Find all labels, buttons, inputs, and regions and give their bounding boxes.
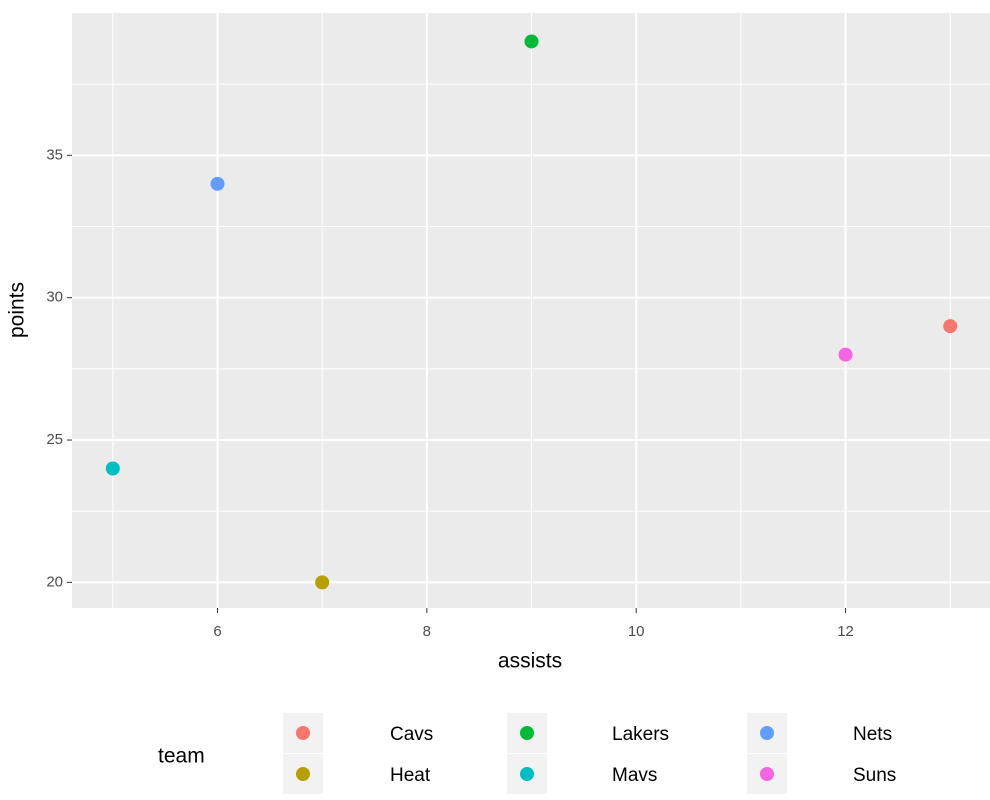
point (524, 34, 539, 49)
plot-panel (72, 13, 990, 608)
legend-label: Heat (390, 765, 431, 786)
legend-label: Mavs (612, 765, 657, 786)
point (315, 575, 330, 590)
y-tick-label: 25 (46, 431, 63, 448)
grid (72, 13, 990, 608)
point (210, 176, 225, 191)
x-tick-label: 8 (423, 623, 431, 640)
legend-marker (760, 767, 774, 781)
legend-marker (760, 726, 774, 740)
legend-marker (520, 726, 534, 740)
point (838, 347, 853, 362)
y-tick-label: 20 (46, 573, 63, 590)
x-tick-label: 10 (628, 623, 645, 640)
legend-label: Cavs (390, 724, 433, 745)
legend-marker (520, 767, 534, 781)
legend-label: Nets (853, 724, 892, 745)
legend-label: Suns (853, 765, 896, 786)
y-tick-label: 30 (46, 289, 63, 306)
point (943, 319, 958, 334)
legend-marker (296, 726, 310, 740)
legend-label: Lakers (612, 724, 669, 745)
x-tick-label: 6 (213, 623, 221, 640)
x-tick-label: 12 (837, 623, 854, 640)
y-axis-title: points (6, 282, 29, 338)
x-axis-title: assists (498, 650, 562, 673)
point (105, 461, 120, 476)
y-tick-label: 35 (46, 146, 63, 163)
legend-title: team (158, 745, 205, 768)
legend-marker (296, 767, 310, 781)
